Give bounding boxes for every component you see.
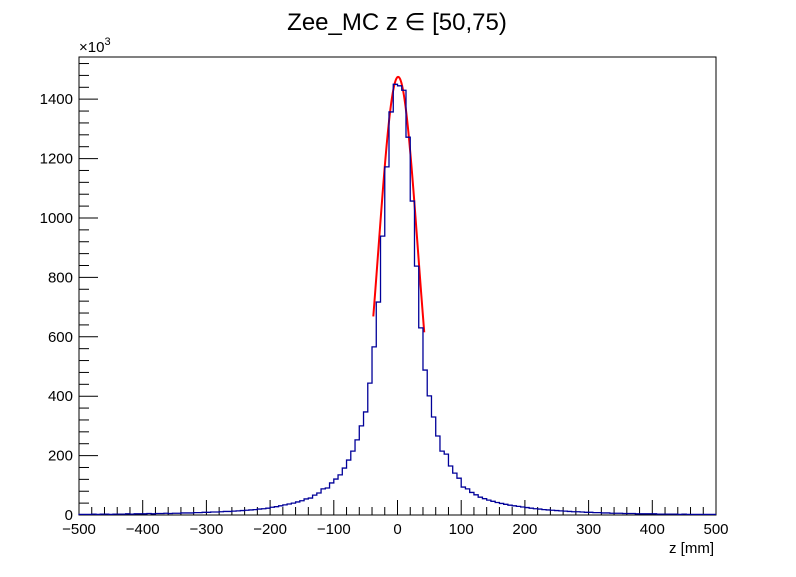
histogram-line	[78, 83, 716, 516]
y-multiplier-base: ×10	[79, 39, 104, 56]
x-tick-label: 200	[512, 521, 537, 538]
x-tick-label: 400	[640, 521, 665, 538]
x-tick-label: −300	[190, 521, 224, 538]
y-tick-label: 1000	[40, 210, 73, 227]
y-axis-multiplier: ×103	[79, 36, 111, 56]
y-tick-label: 600	[48, 329, 73, 346]
x-tick-label: −400	[126, 521, 160, 538]
y-tick-label: 400	[48, 388, 73, 405]
x-tick-label: −100	[317, 521, 351, 538]
chart-title: Zee_MC z ∈ [50,75)	[287, 9, 507, 36]
fit-curve	[372, 75, 426, 333]
x-tick-label: 0	[393, 521, 401, 538]
y-tick-label: 800	[48, 269, 73, 286]
y-tick-label: 200	[48, 448, 73, 465]
x-tick-label: 500	[703, 521, 728, 538]
x-tick-label: 100	[449, 521, 474, 538]
plot-frame	[78, 56, 717, 516]
x-tick-label: −500	[62, 521, 96, 538]
y-tick-label: 1200	[40, 151, 73, 168]
axis-ticks	[78, 63, 717, 516]
y-multiplier-exponent: 3	[104, 36, 110, 48]
x-tick-label: 300	[576, 521, 601, 538]
x-tick-labels: −500 −400 −300 −200 −100 0 100 200 300 400 500	[62, 521, 728, 538]
y-tick-label: 0	[65, 507, 73, 524]
x-tick-label: −200	[253, 521, 287, 538]
x-axis-label: z [mm]	[669, 540, 714, 557]
y-tick-label: 1400	[40, 91, 73, 108]
y-tick-labels: 0 200 400 600 800 1000 1200 1400	[40, 91, 73, 524]
